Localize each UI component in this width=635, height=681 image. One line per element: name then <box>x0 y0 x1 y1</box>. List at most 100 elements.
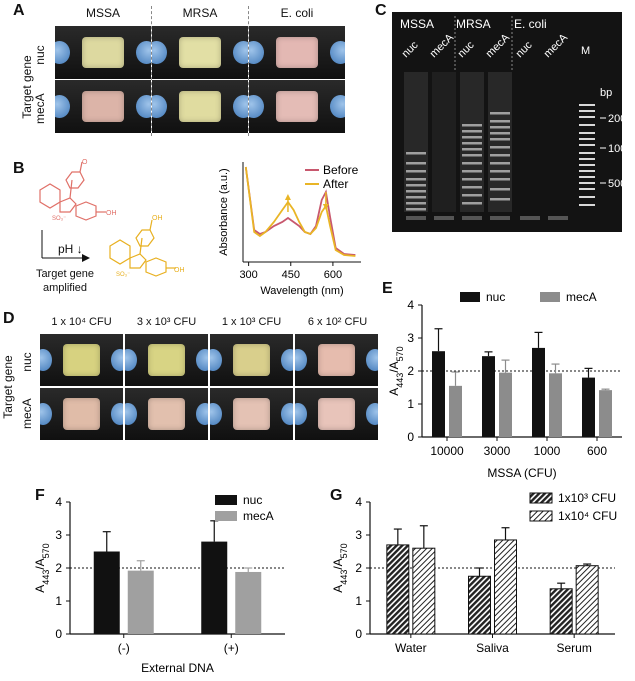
y-tick-label: 0 <box>55 627 62 641</box>
y-tick-label: 2 <box>407 364 414 378</box>
panel-a-ylabel: Target gene <box>20 55 34 119</box>
gel-band <box>406 184 426 187</box>
gel-marker-band <box>579 188 595 190</box>
legend-swatch <box>529 510 553 522</box>
gel-band <box>520 216 540 220</box>
panel-label-d: D <box>3 310 15 327</box>
legend-swatch <box>215 495 237 505</box>
bar-nuc <box>432 351 445 437</box>
x-tick-label: Serum <box>556 641 591 655</box>
bar-nuc <box>582 377 595 437</box>
gel-band <box>490 126 510 129</box>
gel-lane-smear <box>404 72 428 212</box>
gel-band <box>490 112 510 115</box>
legend-label: After <box>323 177 348 191</box>
gel-band <box>406 202 426 205</box>
gel-band <box>490 132 510 135</box>
y-tick-label: 0 <box>407 430 414 444</box>
svg-text:SO₃⁻: SO₃⁻ <box>52 216 66 222</box>
gel-group-label: E. coli <box>514 17 547 31</box>
gel-band <box>406 162 426 165</box>
gel-marker-band <box>579 170 595 172</box>
spectrum-line-after <box>244 166 356 257</box>
panel-a-row-label-nuc: nuc <box>33 45 47 65</box>
column-label-mrsa: MRSA <box>182 6 218 20</box>
panel-f-bar-chart: 0 1 2 3 4 A443/A570 (-) (+) External DNA nuc mecA <box>33 493 285 675</box>
legend-label: mecA <box>243 509 274 523</box>
panel-d-tube-photo <box>125 334 208 386</box>
gel-marker-label: 1000 <box>608 143 622 155</box>
y-tick-label: 1 <box>355 594 362 608</box>
gel-band <box>490 120 510 123</box>
gel-band <box>462 124 482 127</box>
x-tick-label: 3000 <box>484 444 511 458</box>
y-tick-label: 0 <box>355 627 362 641</box>
x-tick-label: Water <box>395 641 427 655</box>
bar-nuc <box>482 356 495 437</box>
gel-band <box>462 136 482 139</box>
legend-swatch <box>529 492 553 504</box>
gel-band <box>548 216 568 220</box>
x-tick-label: Saliva <box>476 641 509 655</box>
panel-label-b: B <box>13 160 25 177</box>
gel-marker-band <box>579 110 595 112</box>
column-label-cfu-4: 6 x 10² CFU <box>307 316 368 328</box>
bar-1x10cfu <box>386 544 410 635</box>
panel-a-tube-photo <box>152 26 248 79</box>
x-tick-label: 450 <box>282 269 300 281</box>
x-tick-label: 1000 <box>534 444 561 458</box>
gel-marker-label: 500 <box>608 178 622 190</box>
y-tick-label: 1 <box>407 397 414 411</box>
gel-band <box>490 178 510 181</box>
gel-band <box>490 154 510 157</box>
gel-lane-smear <box>488 72 512 212</box>
bar-meca <box>127 570 154 634</box>
column-label-mssa: MSSA <box>85 6 120 20</box>
gel-band <box>462 142 482 145</box>
bar-1x10cfu <box>468 575 491 635</box>
gel-band <box>406 216 426 220</box>
absorbance-spectrum-chart: 300 450 600 Wavelength (nm) Absorbance (a.u.… <box>218 162 361 297</box>
down-arrow-head <box>322 204 329 210</box>
x-axis-label: External DNA <box>141 661 214 675</box>
legend-label: 1x10³ CFU <box>558 491 616 505</box>
svg-text:SO₃⁻: SO₃⁻ <box>116 272 130 278</box>
gel-band <box>462 186 482 189</box>
gel-marker-band <box>579 138 595 140</box>
bar-meca <box>599 390 612 437</box>
panel-d-ylabel: Target gene <box>1 355 15 419</box>
y-tick-label: 1 <box>55 594 62 608</box>
panel-d-tube-photo <box>210 388 293 440</box>
gel-band <box>490 188 510 191</box>
gel-marker-band <box>579 152 595 154</box>
panel-a-row-label-meca: mecA <box>33 93 47 124</box>
column-label-cfu-3: 1 x 10³ CFU <box>221 316 282 328</box>
gel-marker-label: 2000 <box>608 113 622 125</box>
y-tick-label: 4 <box>407 298 414 312</box>
gel-lane-smear <box>432 72 456 212</box>
bar-1x10cfu <box>549 588 573 635</box>
gel-group-label: MSSA <box>400 17 434 31</box>
panel-d-tube-photo <box>40 334 123 386</box>
gel-band <box>406 178 426 181</box>
svg-text:OH: OH <box>174 267 185 274</box>
y-axis-label: A443/A570 <box>331 543 349 592</box>
y-tick-label: 4 <box>55 495 62 509</box>
x-axis-label: MSSA (CFU) <box>487 466 556 480</box>
gel-marker-band <box>579 182 595 184</box>
gel-band <box>462 154 482 157</box>
column-label-ecoli: E. coli <box>280 6 314 20</box>
gel-band <box>490 146 510 149</box>
panel-label-e: E <box>382 280 393 297</box>
bar-meca <box>499 372 512 437</box>
x-tick-label: (-) <box>118 641 130 655</box>
legend-swatch <box>215 511 237 521</box>
gel-band <box>406 152 426 155</box>
x-tick-label: 10000 <box>430 444 464 458</box>
panel-d-photo-grid <box>40 334 380 442</box>
gel-band <box>406 208 426 211</box>
panel-d-tube-photo <box>40 388 123 440</box>
gel-band <box>462 148 482 151</box>
